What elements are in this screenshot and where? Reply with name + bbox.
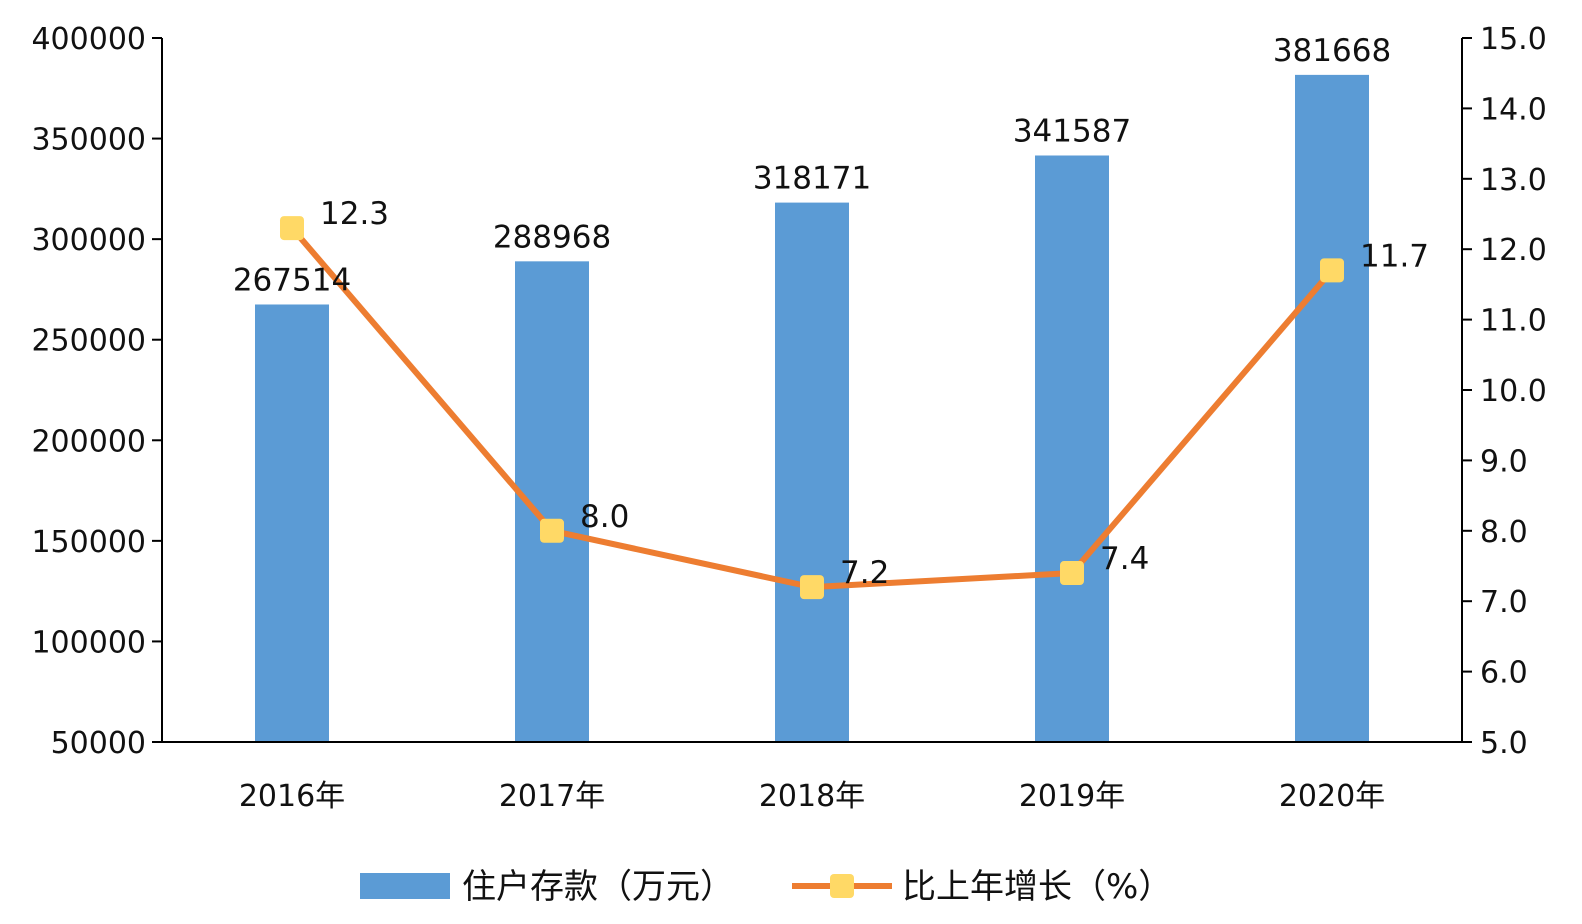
x-tick-label: 2017年 bbox=[499, 779, 605, 814]
legend-marker-swatch bbox=[830, 874, 854, 898]
legend-line-label: 比上年增长（%） bbox=[902, 867, 1172, 907]
right-tick-label: 5.0 bbox=[1480, 726, 1528, 761]
right-tick-label: 14.0 bbox=[1480, 92, 1547, 127]
legend-bar-swatch bbox=[360, 873, 450, 899]
legend-bar-label: 住户存款（万元） bbox=[462, 867, 734, 907]
line-marker bbox=[1060, 561, 1084, 586]
left-tick-label: 250000 bbox=[31, 324, 146, 359]
left-tick-label: 200000 bbox=[31, 424, 146, 459]
left-tick-label: 300000 bbox=[31, 223, 146, 258]
bar-value-label: 267514 bbox=[233, 262, 351, 298]
bar bbox=[255, 304, 329, 742]
x-tick-label: 2018年 bbox=[759, 779, 865, 814]
line-marker bbox=[280, 216, 304, 241]
bar-value-label: 341587 bbox=[1013, 113, 1131, 149]
line-value-label: 7.2 bbox=[840, 555, 889, 591]
line-marker bbox=[540, 518, 564, 543]
right-tick-label: 8.0 bbox=[1480, 515, 1528, 550]
left-tick-label: 100000 bbox=[31, 625, 146, 660]
bar-value-label: 318171 bbox=[753, 161, 871, 197]
line-series bbox=[280, 216, 1344, 600]
bar bbox=[1035, 155, 1109, 742]
bar-value-label: 288968 bbox=[493, 219, 611, 255]
right-tick-label: 6.0 bbox=[1480, 656, 1528, 691]
line-value-label: 12.3 bbox=[320, 196, 389, 232]
left-tick-label: 50000 bbox=[51, 726, 146, 761]
line-value-label: 8.0 bbox=[580, 499, 629, 535]
bar bbox=[775, 202, 849, 742]
bar-series bbox=[255, 74, 1369, 742]
bar bbox=[1295, 74, 1369, 742]
legend: 住户存款（万元） 比上年增长（%） bbox=[360, 867, 1172, 907]
data-labels: 267514 288968 318171 341587 381668 12.3 8.0 7.2… bbox=[233, 33, 1429, 591]
line-value-label: 11.7 bbox=[1360, 238, 1429, 274]
right-tick-label: 13.0 bbox=[1480, 163, 1547, 198]
x-tick-label: 2020年 bbox=[1279, 779, 1385, 814]
x-tick-label: 2016年 bbox=[239, 779, 345, 814]
right-tick-label: 9.0 bbox=[1480, 444, 1528, 479]
right-tick-label: 10.0 bbox=[1480, 374, 1547, 409]
right-tick-label: 11.0 bbox=[1480, 304, 1547, 339]
line-marker bbox=[800, 575, 824, 600]
x-tick-label: 2019年 bbox=[1019, 779, 1125, 814]
left-tick-label: 350000 bbox=[31, 123, 146, 158]
axes: 50000 100000 150000 200000 250000 300000 35000… bbox=[31, 22, 1546, 814]
right-tick-label: 15.0 bbox=[1480, 22, 1547, 57]
right-tick-label: 7.0 bbox=[1480, 585, 1528, 620]
bar-value-label: 381668 bbox=[1273, 33, 1391, 69]
line-value-label: 7.4 bbox=[1100, 541, 1149, 577]
left-tick-label: 150000 bbox=[31, 525, 146, 560]
line-marker bbox=[1320, 258, 1344, 283]
left-tick-label: 400000 bbox=[31, 22, 146, 57]
right-tick-label: 12.0 bbox=[1480, 233, 1547, 268]
